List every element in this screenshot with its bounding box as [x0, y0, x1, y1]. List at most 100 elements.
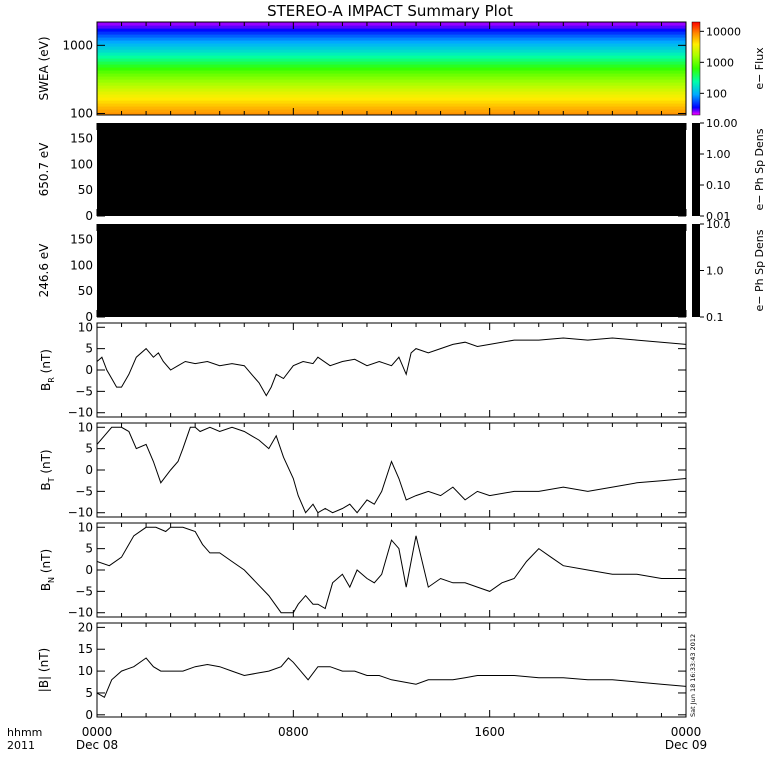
swea-ylabel: SWEA (eV): [37, 36, 51, 100]
pad246-ylabel: 246.6 eV: [37, 243, 51, 298]
swea-flux-band: [97, 64, 686, 68]
br-ylabel-main: B: [39, 383, 53, 391]
bn-series-line: [97, 526, 686, 614]
bt-ylabel-main: B: [39, 482, 53, 490]
pad246-ytick-label: 0: [85, 310, 93, 324]
time-tick-label: 0000: [671, 725, 702, 739]
swea-flux-band: [97, 106, 686, 110]
bmag-ytick-label: 0: [85, 708, 93, 722]
swea-cbar-tick-label: 10000: [706, 25, 741, 38]
swea-flux-band: [97, 34, 686, 38]
pad650-ytick-label: 150: [70, 132, 93, 146]
swea-flux-band: [97, 61, 686, 65]
pad246-cbar-tick-label: 0.1: [706, 311, 724, 324]
swea-cbar-label: e− Flux: [753, 47, 766, 90]
panel-bt: −10 −5 0 5 10 BT (nT): [39, 420, 687, 520]
bn-ytick-label: 10: [78, 520, 93, 534]
swea-flux-band: [97, 79, 686, 83]
panel-swea: 100 1000 SWEA (eV) 100 1000 10000 e− Flux: [37, 21, 766, 120]
swea-flux-band: [97, 109, 686, 113]
swea-flux-band: [97, 91, 686, 95]
time-tick-label: 1600: [474, 725, 505, 739]
swea-flux-band: [97, 73, 686, 77]
timestamp-label: Sat Jun 18 16:33:43 2012: [689, 634, 697, 717]
pad650-ytick-label: 100: [70, 157, 93, 171]
bt-ylabel-unit: (nT): [39, 449, 53, 477]
br-ytick-label: −10: [68, 406, 93, 420]
swea-flux-band: [97, 67, 686, 71]
swea-ytick-label: 1000: [62, 38, 93, 52]
swea-flux-band: [97, 28, 686, 32]
swea-flux-band: [97, 31, 686, 35]
pad650-colorbar: [692, 123, 700, 216]
bn-ytick-label: 0: [85, 563, 93, 577]
br-ytick-label: 0: [85, 363, 93, 377]
pad650-cbar-tick-label: 10.00: [706, 117, 738, 130]
swea-flux-band: [97, 103, 686, 107]
bn-ylabel-main: B: [39, 583, 53, 591]
swea-flux-band: [97, 94, 686, 98]
bmag-series-line: [97, 657, 686, 699]
swea-flux-band: [97, 40, 686, 44]
bmag-ytick-label: 10: [78, 664, 93, 678]
bn-ylabel-unit: (nT): [39, 549, 53, 577]
swea-flux-band: [97, 100, 686, 104]
br-ylabel-unit: (nT): [39, 349, 53, 377]
hhmm-label: hhmm: [7, 726, 42, 739]
swea-flux-band: [97, 46, 686, 50]
swea-flux-band: [97, 52, 686, 56]
time-tick-date-label: Dec 08: [76, 738, 118, 752]
swea-flux-band: [97, 70, 686, 74]
bmag-ytick-label: 5: [85, 686, 93, 700]
bt-ytick-label: 5: [85, 442, 93, 456]
pad650-ytick-label: 50: [78, 183, 93, 197]
pad246-ytick-label: 100: [70, 258, 93, 272]
swea-flux-band: [97, 88, 686, 92]
plot-title: STEREO-A IMPACT Summary Plot: [267, 2, 513, 20]
bn-ytick-label: −5: [75, 584, 93, 598]
swea-flux-band: [97, 76, 686, 80]
pad246-cbar-tick-label: 10.0: [706, 218, 731, 231]
swea-ytick-label: 100: [70, 106, 93, 120]
panel-pad246: 0 50 100 150 246.6 eV 0.1 1.0 10.0 e− Ph Sp Den…: [37, 218, 766, 324]
swea-flux-band: [97, 43, 686, 47]
pad246-ytick-label: 150: [70, 233, 93, 247]
pad246-colorbar: [692, 224, 700, 317]
swea-flux-band: [97, 58, 686, 62]
bt-series-line: [97, 426, 686, 514]
bt-ylabel-sub: T: [47, 477, 56, 483]
bt-ytick-label: 10: [78, 420, 93, 434]
swea-flux-band: [97, 25, 686, 29]
year-label: 2011: [7, 739, 35, 752]
br-ytick-label: −5: [75, 384, 93, 398]
panel-br: −10 −5 0 5 10 BR (nT): [39, 320, 687, 420]
panel-bmag: 0 5 10 15 20 |B| (nT) Sat Jun 18 16:33:43 201…: [37, 620, 697, 721]
panel-pad650: 0 50 100 150 650.7 eV 0.01 0.10 1.00 10.00 e− Ph…: [37, 117, 766, 223]
bmag-ytick-label: 20: [78, 620, 93, 634]
pad246-ytick-label: 50: [78, 284, 93, 298]
bn-ytick-label: 5: [85, 542, 93, 556]
bn-ytick-label: −10: [68, 606, 93, 620]
pad650-ylabel: 650.7 eV: [37, 142, 51, 197]
pad650-cbar-tick-label: 0.01: [706, 210, 731, 223]
bmag-ylabel: |B| (nT): [37, 648, 51, 692]
swea-flux-band: [97, 55, 686, 59]
pad246-cbar-label: e− Ph Sp Dens: [753, 229, 766, 311]
bt-ylabel: BT (nT): [39, 449, 56, 490]
bt-ytick-label: −10: [68, 506, 93, 520]
bt-ytick-label: −5: [75, 484, 93, 498]
br-ylabel: BR (nT): [39, 349, 56, 391]
swea-cbar-tick-label: 100: [706, 87, 727, 100]
swea-flux-band: [97, 85, 686, 89]
swea-flux-band: [97, 37, 686, 41]
pad246-cbar-tick-label: 1.0: [706, 265, 724, 278]
pad650-cbar-tick-label: 1.00: [706, 148, 731, 161]
br-ylabel-sub: R: [47, 377, 56, 383]
time-tick-date-label: Dec 09: [665, 738, 707, 752]
swea-flux-band: [97, 97, 686, 101]
swea-colorbar: [691, 21, 701, 116]
br-ytick-label: 10: [78, 320, 93, 334]
swea-flux-band: [97, 49, 686, 53]
